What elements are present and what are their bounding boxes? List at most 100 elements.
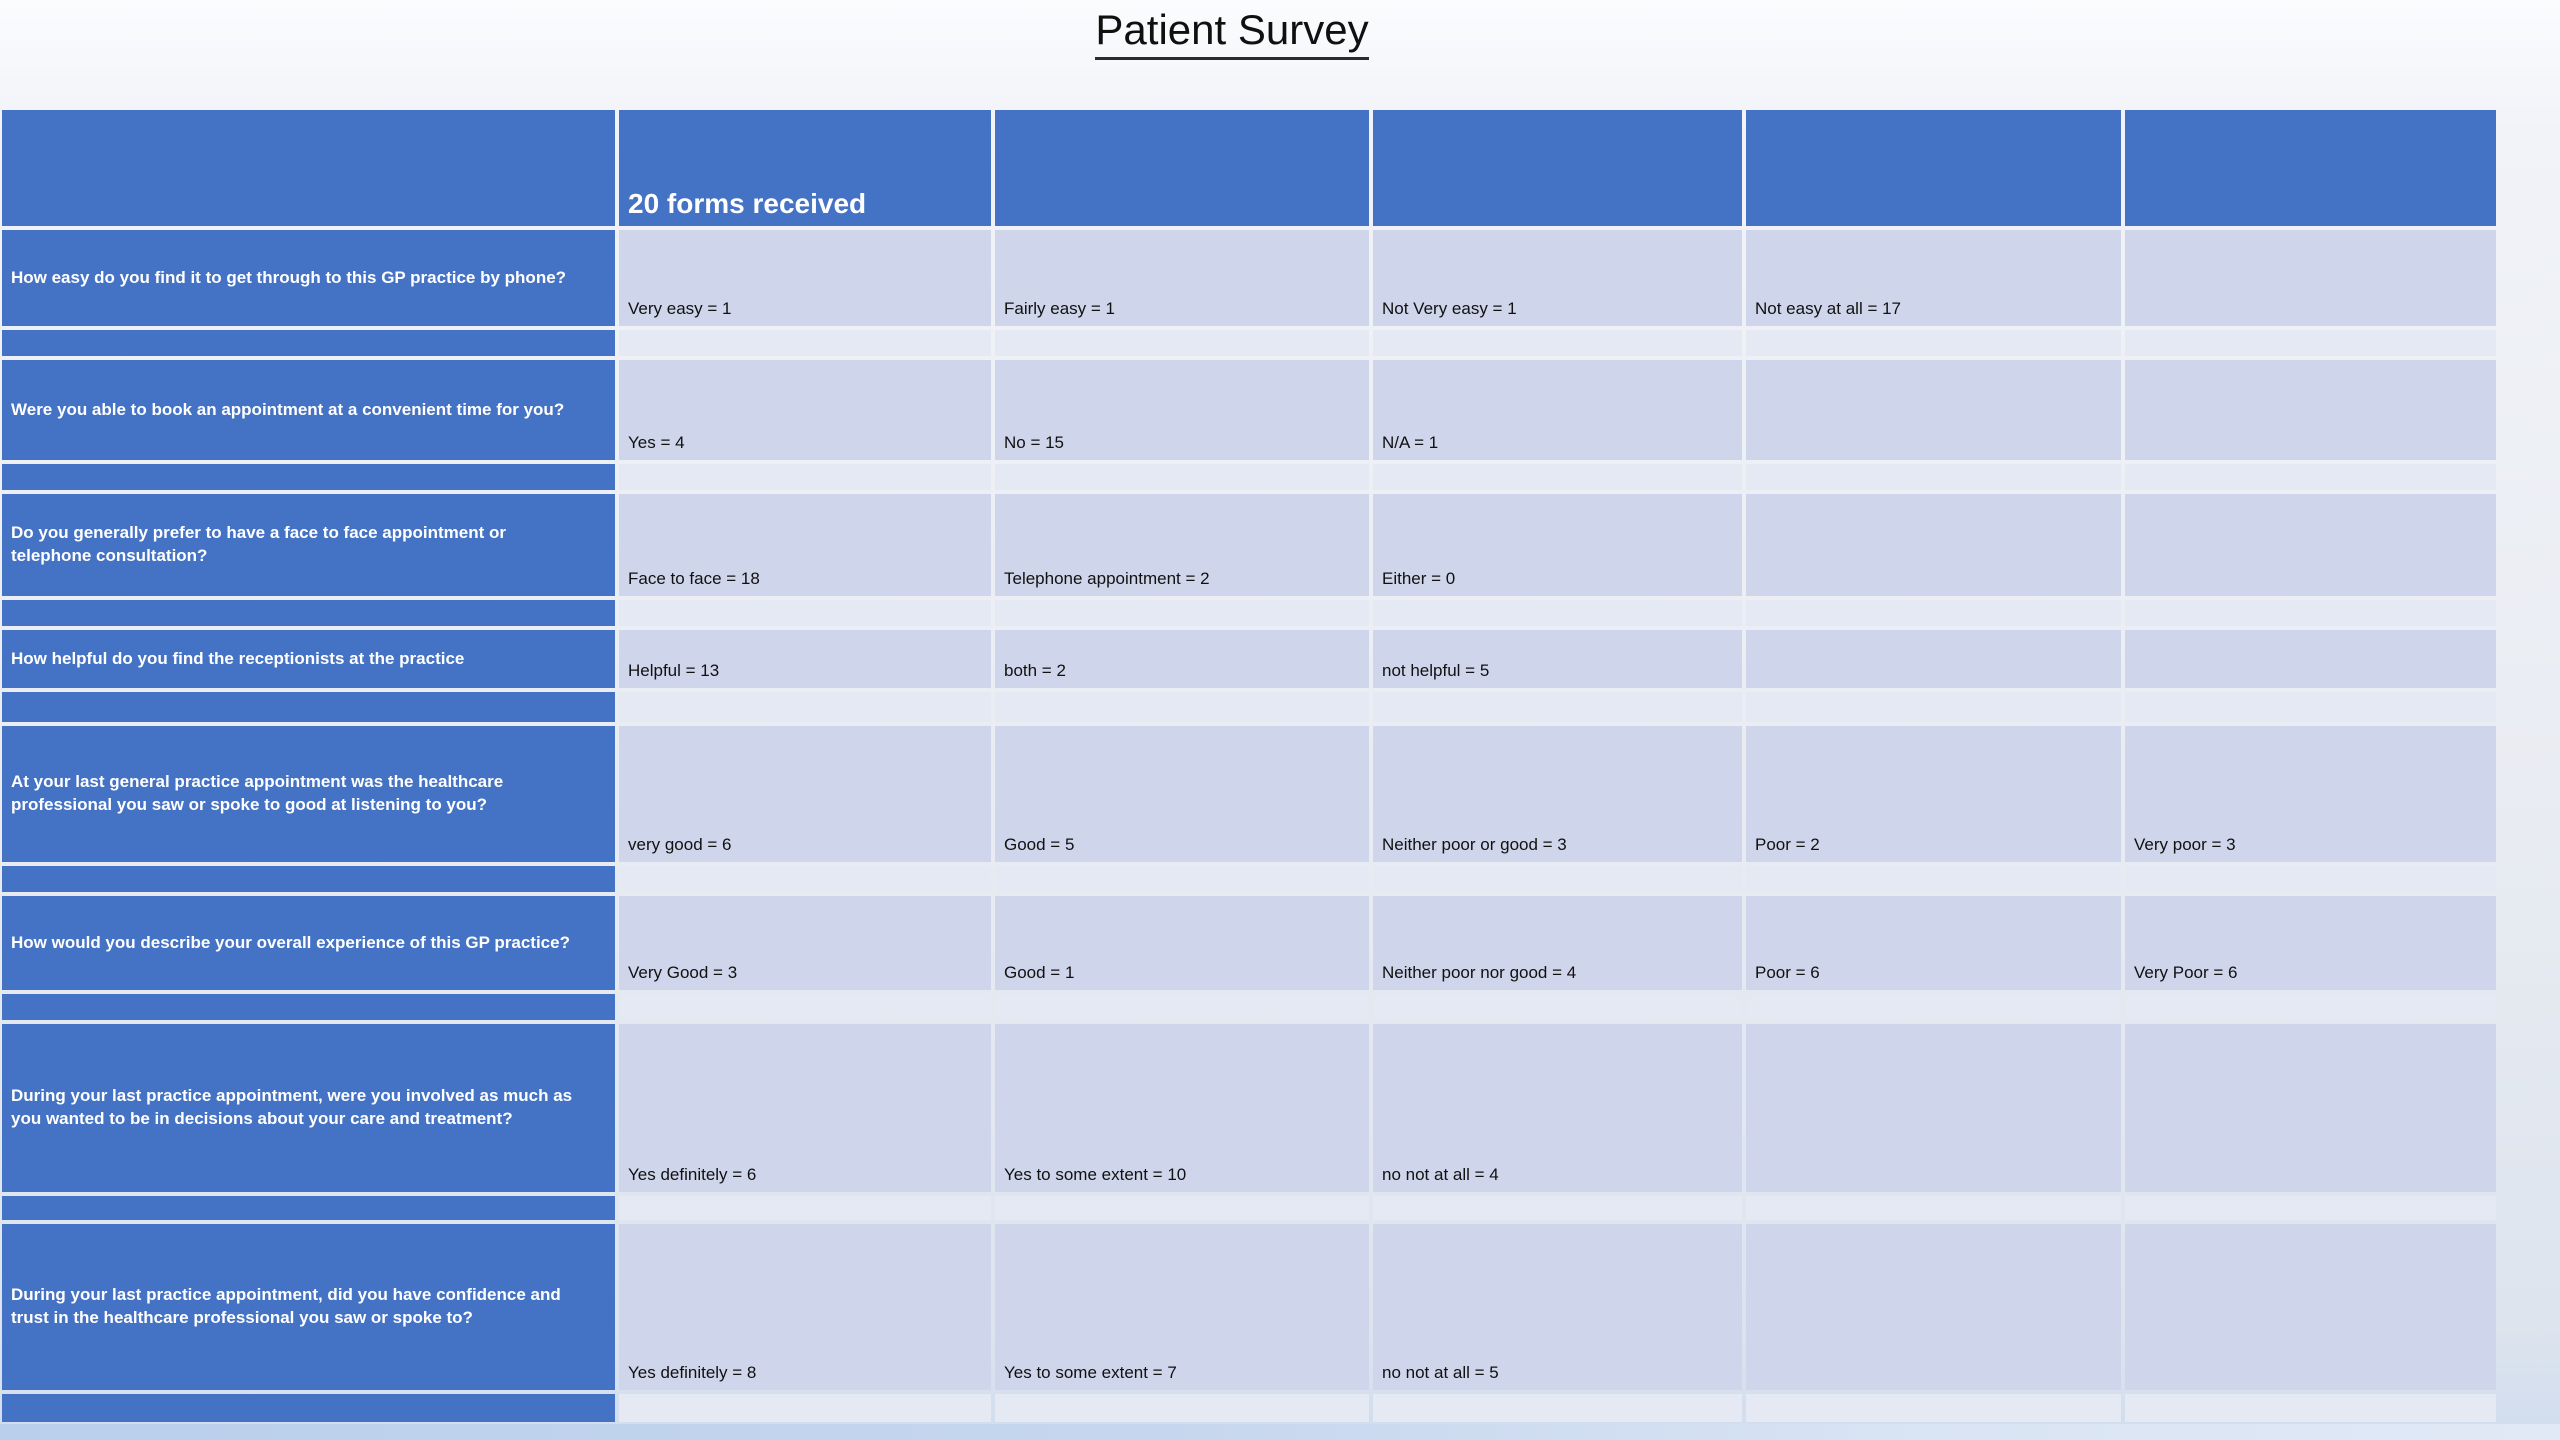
- separator-cell: [1746, 1196, 2121, 1220]
- answer-cell: [2125, 1224, 2496, 1390]
- separator-cell: [2, 1394, 615, 1422]
- separator-cell: [995, 600, 1369, 626]
- separator-cell: [2, 330, 615, 356]
- question-cell: Do you generally prefer to have a face t…: [2, 494, 615, 596]
- separator-cell: [2, 600, 615, 626]
- answer-text: Very poor = 3: [2134, 834, 2236, 854]
- separator-cell: [2, 994, 615, 1020]
- answer-text: Very easy = 1: [628, 298, 732, 318]
- separator-cell: [619, 994, 991, 1020]
- separator-cell: [1746, 464, 2121, 490]
- separator-cell: [995, 692, 1369, 722]
- answer-text: Telephone appointment = 2: [1004, 568, 1210, 588]
- answer-cell: No = 15: [995, 360, 1369, 460]
- answer-cell: Poor = 6: [1746, 896, 2121, 990]
- separator-cell: [1373, 600, 1742, 626]
- answer-text: no not at all = 5: [1382, 1362, 1499, 1382]
- answer-cell: [1746, 360, 2121, 460]
- answer-cell: N/A = 1: [1373, 360, 1742, 460]
- table-row-q5: At your last general practice appointmen…: [2, 726, 2496, 862]
- question-cell: During your last practice appointment, d…: [2, 1224, 615, 1390]
- answer-cell: Yes to some extent = 7: [995, 1224, 1369, 1390]
- question-cell: How would you describe your overall expe…: [2, 896, 615, 990]
- table-row-q4: How helpful do you find the receptionist…: [2, 630, 2496, 688]
- answer-cell: [2125, 630, 2496, 688]
- answer-cell: no not at all = 4: [1373, 1024, 1742, 1192]
- separator-cell: [995, 330, 1369, 356]
- answer-cell: Yes definitely = 6: [619, 1024, 991, 1192]
- answer-text: Very Poor = 6: [2134, 962, 2238, 982]
- page-title: Patient Survey: [0, 6, 2464, 60]
- separator-row: [2, 994, 2496, 1020]
- answer-text: Face to face = 18: [628, 568, 760, 588]
- separator-cell: [2, 464, 615, 490]
- answer-cell: not helpful = 5: [1373, 630, 1742, 688]
- separator-cell: [1373, 1394, 1742, 1422]
- answer-text: Either = 0: [1382, 568, 1456, 588]
- question-text: Were you able to book an appointment at …: [11, 399, 565, 419]
- question-cell: Were you able to book an appointment at …: [2, 360, 615, 460]
- separator-cell: [995, 1394, 1369, 1422]
- separator-cell: [995, 994, 1369, 1020]
- answer-text: Neither poor or good = 3: [1382, 834, 1567, 854]
- answer-text: Neither poor nor good = 4: [1382, 962, 1577, 982]
- answer-cell: [1746, 1224, 2121, 1390]
- separator-row: [2, 692, 2496, 722]
- answer-cell: no not at all = 5: [1373, 1224, 1742, 1390]
- answer-cell: both = 2: [995, 630, 1369, 688]
- answer-cell: [2125, 230, 2496, 326]
- separator-cell: [619, 464, 991, 490]
- separator-cell: [2125, 330, 2496, 356]
- table-row-q7: During your last practice appointment, w…: [2, 1024, 2496, 1192]
- header-empty-cell: [995, 110, 1369, 226]
- answer-text: Helpful = 13: [628, 660, 720, 680]
- separator-row: [2, 866, 2496, 892]
- answer-cell: Good = 1: [995, 896, 1369, 990]
- separator-row: [2, 1196, 2496, 1220]
- separator-cell: [1746, 692, 2121, 722]
- answer-cell: Telephone appointment = 2: [995, 494, 1369, 596]
- answer-text: Good = 5: [1004, 834, 1075, 854]
- separator-cell: [619, 1394, 991, 1422]
- answer-text: Poor = 2: [1755, 834, 1820, 854]
- separator-cell: [2125, 1196, 2496, 1220]
- answer-cell: Face to face = 18: [619, 494, 991, 596]
- separator-cell: [995, 1196, 1369, 1220]
- question-text: Do you generally prefer to have a face t…: [11, 523, 507, 565]
- answer-cell: Neither poor or good = 3: [1373, 726, 1742, 862]
- answer-cell: [2125, 494, 2496, 596]
- answer-cell: Yes definitely = 8: [619, 1224, 991, 1390]
- answer-cell: Very poor = 3: [2125, 726, 2496, 862]
- separator-cell: [1746, 866, 2121, 892]
- header-empty-cell: [2125, 110, 2496, 226]
- separator-cell: [1373, 1196, 1742, 1220]
- answer-cell: [1746, 630, 2121, 688]
- separator-cell: [995, 866, 1369, 892]
- separator-cell: [619, 330, 991, 356]
- separator-cell: [2125, 866, 2496, 892]
- answer-cell: [1746, 1024, 2121, 1192]
- forms-received-cell: 20 forms received: [619, 110, 991, 226]
- answer-cell: Yes to some extent = 10: [995, 1024, 1369, 1192]
- table-row-q8: During your last practice appointment, d…: [2, 1224, 2496, 1390]
- slide-bottom-gradient: [0, 1424, 2560, 1440]
- answer-cell: Very Poor = 6: [2125, 896, 2496, 990]
- answer-text: Yes definitely = 8: [628, 1362, 757, 1382]
- question-cell: How helpful do you find the receptionist…: [2, 630, 615, 688]
- question-text: At your last general practice appointmen…: [11, 772, 504, 814]
- separator-cell: [2125, 1394, 2496, 1422]
- separator-cell: [2, 866, 615, 892]
- separator-cell: [619, 866, 991, 892]
- question-cell: How easy do you find it to get through t…: [2, 230, 615, 326]
- answer-text: not helpful = 5: [1382, 660, 1490, 680]
- answer-text: Not Very easy = 1: [1382, 298, 1517, 318]
- answer-text: N/A = 1: [1382, 432, 1439, 452]
- table-header-row: 20 forms received: [2, 110, 2496, 226]
- answer-text: Not easy at all = 17: [1755, 298, 1902, 318]
- answer-cell: Not Very easy = 1: [1373, 230, 1742, 326]
- answer-text: Yes definitely = 6: [628, 1164, 757, 1184]
- question-text: During your last practice appointment, d…: [11, 1285, 561, 1327]
- separator-cell: [1373, 866, 1742, 892]
- separator-cell: [1373, 692, 1742, 722]
- answer-text: Very Good = 3: [628, 962, 738, 982]
